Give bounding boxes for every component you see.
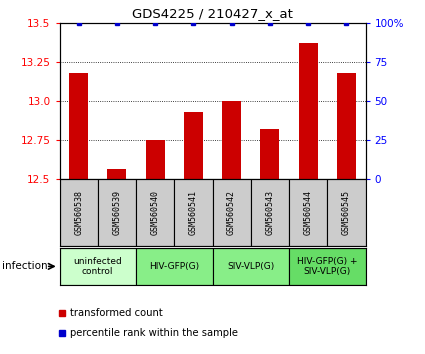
Bar <box>289 248 366 285</box>
Bar <box>298 43 317 179</box>
Bar <box>60 248 136 285</box>
Bar <box>222 101 241 179</box>
Text: HIV-GFP(G) +
SIV-VLP(G): HIV-GFP(G) + SIV-VLP(G) <box>297 257 357 276</box>
Bar <box>145 140 164 179</box>
Bar <box>327 179 366 246</box>
Bar <box>212 248 289 285</box>
Bar <box>69 73 88 179</box>
Title: GDS4225 / 210427_x_at: GDS4225 / 210427_x_at <box>132 7 293 21</box>
Bar <box>337 73 356 179</box>
Text: GSM560539: GSM560539 <box>112 190 122 235</box>
Text: GSM560545: GSM560545 <box>342 190 351 235</box>
Text: GSM560544: GSM560544 <box>303 190 313 235</box>
Text: GSM560540: GSM560540 <box>150 190 160 235</box>
Text: uninfected
control: uninfected control <box>74 257 122 276</box>
Text: GSM560538: GSM560538 <box>74 190 83 235</box>
Bar <box>136 248 212 285</box>
Text: GSM560542: GSM560542 <box>227 190 236 235</box>
Text: GSM560541: GSM560541 <box>189 190 198 235</box>
Bar <box>260 129 280 179</box>
Text: transformed count: transformed count <box>70 308 163 318</box>
Bar <box>60 179 98 246</box>
Bar <box>174 179 212 246</box>
Bar <box>289 179 327 246</box>
Bar <box>251 179 289 246</box>
Bar <box>212 179 251 246</box>
Text: percentile rank within the sample: percentile rank within the sample <box>70 329 238 338</box>
Bar <box>107 170 127 179</box>
Text: infection: infection <box>2 261 48 272</box>
Bar <box>136 179 174 246</box>
Text: GSM560543: GSM560543 <box>265 190 275 235</box>
Bar <box>184 112 203 179</box>
Text: HIV-GFP(G): HIV-GFP(G) <box>149 262 199 271</box>
Bar <box>98 179 136 246</box>
Text: SIV-VLP(G): SIV-VLP(G) <box>227 262 275 271</box>
